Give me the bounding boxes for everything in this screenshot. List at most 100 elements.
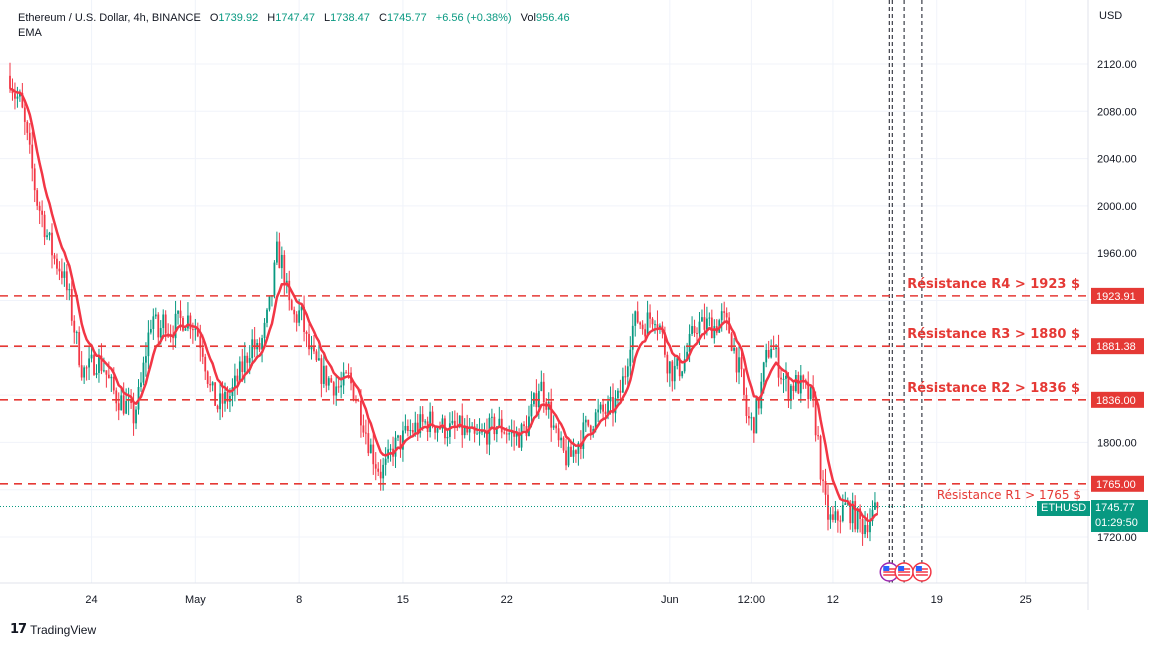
candle-body bbox=[634, 311, 637, 326]
candle-body bbox=[550, 401, 553, 428]
candle-body bbox=[421, 414, 424, 422]
candle-body bbox=[562, 437, 565, 451]
time-tick-label: Jun bbox=[661, 594, 679, 606]
candle-body bbox=[177, 310, 179, 314]
candle-body bbox=[678, 358, 681, 377]
candle-body bbox=[671, 361, 674, 382]
candle-body bbox=[293, 309, 296, 315]
candle-body bbox=[567, 446, 570, 466]
candle-body bbox=[23, 107, 26, 122]
candle-body bbox=[481, 431, 483, 433]
low-value: 1738.47 bbox=[330, 12, 370, 24]
candle-body bbox=[466, 425, 469, 433]
candle-body bbox=[162, 314, 165, 329]
resistance-label: Résistance R4 > 1923 $ bbox=[907, 277, 1080, 292]
resistance-lines[interactable]: Résistance R4 > 1923 $ 1923.91 Résistance … bbox=[0, 277, 1144, 502]
candle-body bbox=[414, 422, 417, 433]
candle-body bbox=[782, 378, 785, 380]
candle-body bbox=[174, 313, 177, 339]
candle-body bbox=[765, 349, 768, 363]
candle-body bbox=[78, 332, 81, 366]
candle-body bbox=[419, 414, 422, 434]
candle-body bbox=[513, 432, 516, 437]
candle-body bbox=[229, 396, 231, 402]
candle-body bbox=[780, 377, 782, 380]
tradingview-logo[interactable]: 17 TradingView bbox=[10, 622, 96, 637]
ema-line bbox=[9, 87, 879, 522]
time-tick-label: May bbox=[185, 594, 206, 606]
candle-body bbox=[458, 415, 461, 427]
candle-body bbox=[117, 403, 120, 411]
candle-body bbox=[105, 370, 108, 375]
candle-body bbox=[770, 348, 773, 358]
candle-body bbox=[313, 347, 315, 352]
candle-body bbox=[609, 396, 612, 402]
candle-body bbox=[226, 392, 229, 402]
candle-body bbox=[416, 422, 419, 434]
candle-body bbox=[528, 416, 530, 437]
candle-body bbox=[597, 409, 600, 413]
candle-body bbox=[280, 254, 283, 269]
candle-body bbox=[792, 385, 795, 391]
price-tick-label: 2040.00 bbox=[1097, 154, 1137, 166]
candle-body bbox=[399, 435, 402, 450]
price-axis[interactable]: 2120.00 2080.00 2040.00 2000.00 1960.00 1800.… bbox=[1097, 59, 1137, 544]
candle-body bbox=[767, 349, 770, 358]
candle-body bbox=[298, 310, 301, 323]
candle-body bbox=[723, 311, 726, 313]
candle-body bbox=[582, 422, 585, 449]
candle-body bbox=[740, 357, 743, 370]
candle-body bbox=[211, 382, 214, 386]
candle-body bbox=[589, 425, 592, 433]
candle-body bbox=[686, 351, 689, 360]
indicator-label-ema[interactable]: EMA bbox=[18, 27, 42, 39]
economic-events[interactable] bbox=[879, 562, 932, 582]
candle-body bbox=[93, 354, 95, 375]
candle-body bbox=[802, 375, 805, 381]
candle-body bbox=[300, 306, 303, 311]
candle-body bbox=[305, 331, 308, 334]
open-value: 1739.92 bbox=[218, 12, 259, 24]
candle-body bbox=[486, 430, 488, 445]
candle-body bbox=[861, 519, 864, 535]
candle-body bbox=[379, 471, 382, 479]
candle-body bbox=[189, 315, 192, 330]
candle-body bbox=[822, 479, 824, 481]
candle-body bbox=[869, 521, 871, 533]
candle-body bbox=[199, 336, 202, 348]
candle-body bbox=[80, 365, 83, 378]
resistance-price-badge bbox=[1091, 287, 1144, 304]
last-price-badge: 1745.77 01:29:50 bbox=[1091, 500, 1148, 532]
candle-body bbox=[542, 381, 545, 403]
candle-body bbox=[656, 324, 659, 328]
candle-body bbox=[659, 325, 661, 328]
symbol-description[interactable]: Ethereum / U.S. Dollar, 4h, BINANCE bbox=[18, 12, 201, 24]
candle-body bbox=[65, 271, 68, 291]
candle-body bbox=[794, 375, 797, 391]
candle-body bbox=[332, 382, 335, 396]
candle-body bbox=[33, 168, 36, 191]
time-tick-label: 12:00 bbox=[738, 594, 766, 606]
candle-body bbox=[26, 121, 29, 133]
candle-body bbox=[28, 132, 31, 145]
candle-body bbox=[16, 96, 19, 99]
time-axis[interactable]: 24 May 8 15 22 Jun 12:00 12 19 25 bbox=[85, 594, 1031, 606]
candle-body bbox=[273, 262, 276, 296]
candle-body bbox=[236, 375, 239, 382]
candle-body bbox=[594, 412, 597, 430]
candle-body bbox=[187, 315, 189, 329]
candle-body bbox=[241, 361, 244, 372]
flag-canton bbox=[883, 566, 890, 571]
candle-body bbox=[602, 404, 605, 412]
candle-body bbox=[473, 426, 476, 434]
candle-body bbox=[209, 383, 212, 386]
candle-body bbox=[864, 525, 866, 535]
candle-body bbox=[145, 356, 147, 363]
candle-body bbox=[246, 355, 249, 363]
candle-body bbox=[290, 300, 293, 310]
candle-body bbox=[849, 503, 852, 524]
candle-body bbox=[745, 394, 748, 416]
candle-body bbox=[382, 464, 385, 479]
candle-body bbox=[303, 306, 305, 332]
